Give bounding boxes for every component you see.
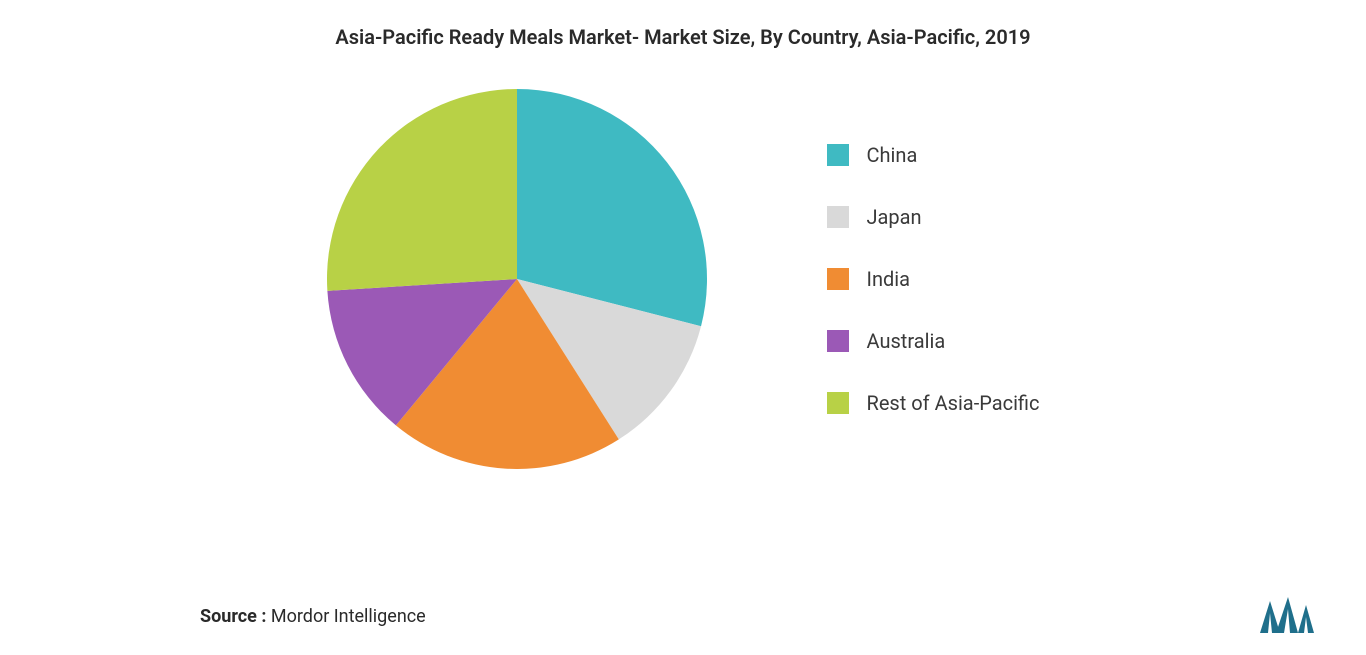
chart-title: Asia-Pacific Ready Meals Market- Market … [40, 25, 1326, 49]
source-value: Mordor Intelligence [271, 606, 426, 627]
mordor-logo-icon [1258, 593, 1316, 635]
chart-body: China Japan India Australia Rest of Asia-Pac… [40, 89, 1326, 469]
legend-swatch [827, 144, 849, 166]
chart-container: Asia-Pacific Ready Meals Market- Market … [0, 0, 1366, 655]
legend: China Japan India Australia Rest of Asia-Pac… [827, 143, 1040, 415]
pie-slice [327, 89, 517, 291]
legend-item: Japan [827, 205, 1040, 229]
legend-item: India [827, 267, 1040, 291]
legend-item: China [827, 143, 1040, 167]
legend-item: Australia [827, 329, 1040, 353]
pie-chart [327, 89, 707, 469]
legend-swatch [827, 392, 849, 414]
legend-swatch [827, 268, 849, 290]
legend-label: Rest of Asia-Pacific [867, 391, 1040, 415]
logo-shape [1298, 605, 1314, 633]
legend-item: Rest of Asia-Pacific [827, 391, 1040, 415]
legend-label: Australia [867, 329, 946, 353]
source-line: Source : Mordor Intelligence [200, 606, 426, 627]
legend-swatch [827, 206, 849, 228]
legend-label: Japan [867, 205, 922, 229]
pie-svg [327, 89, 707, 469]
logo-shape [1276, 597, 1298, 633]
legend-label: India [867, 267, 911, 291]
source-label: Source : [200, 606, 266, 627]
legend-swatch [827, 330, 849, 352]
logo-shape [1260, 601, 1280, 633]
legend-label: China [867, 143, 918, 167]
